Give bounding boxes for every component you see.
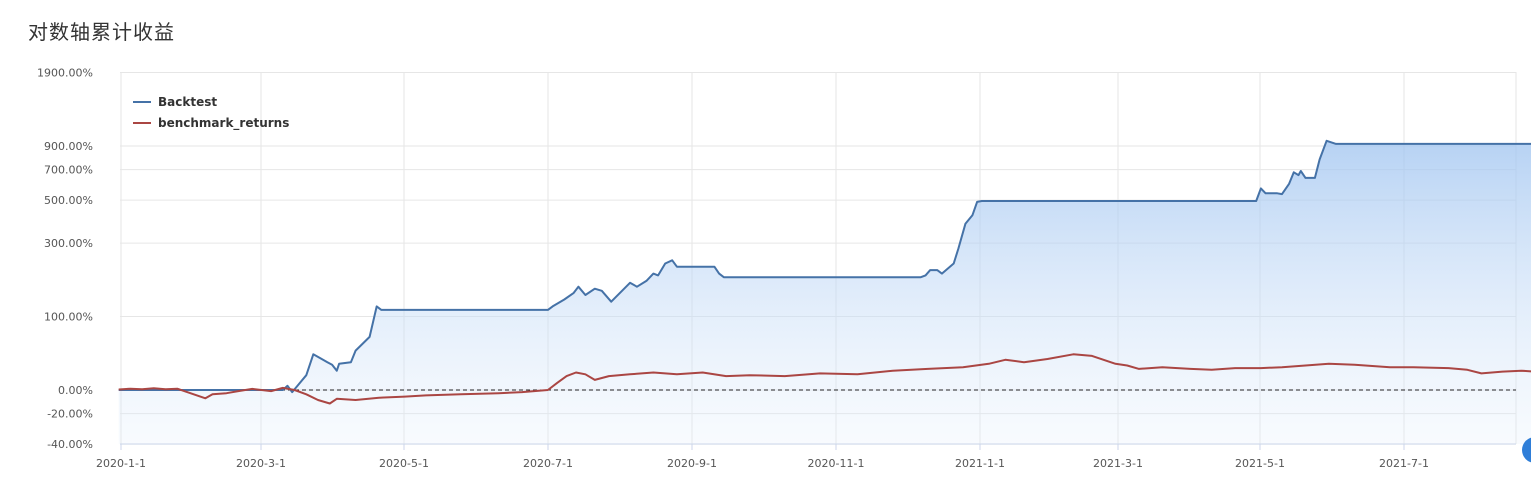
- x-tick-label: 2020-5-1: [379, 457, 429, 470]
- x-tick-label: 2020-7-1: [523, 457, 573, 470]
- backtest-area: [118, 140, 1531, 444]
- axes: 1900.00% 900.00% 700.00% 500.00% 300.00% 100.…: [37, 67, 1516, 470]
- x-tick-label: 2020-3-1: [236, 457, 286, 470]
- y-tick-label: 100.00%: [44, 311, 93, 324]
- y-tick-label: 900.00%: [44, 140, 93, 153]
- legend-label: benchmark_returns: [158, 116, 289, 131]
- y-tick-label: 1900.00%: [37, 67, 93, 80]
- x-tick-label: 2020-11-1: [808, 457, 865, 470]
- legend[interactable]: Backtest benchmark_returns: [133, 95, 289, 131]
- x-tick-label: 2021-7-1: [1379, 457, 1429, 470]
- y-tick-label: 700.00%: [44, 164, 93, 177]
- scroll-indicator[interactable]: [1522, 437, 1531, 463]
- x-tick-label: 2020-9-1: [667, 457, 717, 470]
- series-lines: [118, 139, 1531, 405]
- x-tick-label: 2021-5-1: [1235, 457, 1285, 470]
- Backtest-line[interactable]: [118, 139, 1531, 394]
- y-tick-label: -20.00%: [47, 408, 93, 421]
- y-tick-label: -40.00%: [47, 438, 93, 451]
- x-tick-label: 2021-3-1: [1093, 457, 1143, 470]
- y-tick-label: 300.00%: [44, 237, 93, 250]
- y-tick-label: 0.00%: [58, 384, 93, 397]
- legend-item-benchmark-returns[interactable]: benchmark_returns: [133, 116, 289, 131]
- legend-label: Backtest: [158, 95, 217, 109]
- x-tick-label: 2020-1-1: [96, 457, 146, 470]
- chart-title: 对数轴累计收益: [28, 20, 175, 44]
- benchmark-returns-line[interactable]: [118, 353, 1531, 405]
- x-tick-label: 2021-1-1: [955, 457, 1005, 470]
- area-fill: [118, 140, 1531, 444]
- y-tick-label: 500.00%: [44, 194, 93, 207]
- legend-item-Backtest[interactable]: Backtest: [133, 95, 217, 109]
